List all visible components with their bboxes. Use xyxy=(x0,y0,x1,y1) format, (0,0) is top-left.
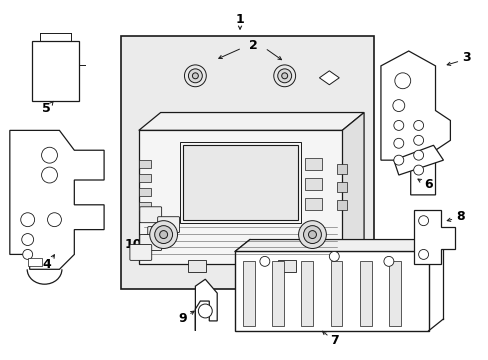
Bar xyxy=(304,158,322,170)
Circle shape xyxy=(259,256,269,266)
Polygon shape xyxy=(235,239,443,251)
Text: 6: 6 xyxy=(424,179,432,192)
FancyBboxPatch shape xyxy=(32,41,79,100)
Bar xyxy=(301,261,313,326)
Text: 4: 4 xyxy=(42,258,51,271)
Bar xyxy=(388,261,400,326)
Text: 9: 9 xyxy=(178,312,186,325)
Polygon shape xyxy=(319,71,339,85)
Circle shape xyxy=(413,150,423,160)
Circle shape xyxy=(413,165,423,175)
Bar xyxy=(304,198,322,210)
Text: 1: 1 xyxy=(235,13,244,26)
Polygon shape xyxy=(195,279,217,331)
Circle shape xyxy=(413,121,423,130)
Circle shape xyxy=(393,121,403,130)
FancyBboxPatch shape xyxy=(157,217,179,233)
Bar xyxy=(359,261,371,326)
Circle shape xyxy=(308,231,316,239)
Text: 10: 10 xyxy=(124,238,142,251)
Bar xyxy=(139,202,150,210)
Bar xyxy=(337,182,346,192)
FancyBboxPatch shape xyxy=(147,227,169,243)
Polygon shape xyxy=(10,130,104,269)
Circle shape xyxy=(198,304,212,318)
Circle shape xyxy=(192,73,198,79)
Circle shape xyxy=(273,65,295,87)
Bar xyxy=(183,145,297,220)
Bar xyxy=(139,174,150,182)
Circle shape xyxy=(392,100,404,112)
Circle shape xyxy=(281,73,287,79)
Polygon shape xyxy=(393,145,443,175)
Bar xyxy=(139,130,342,264)
Circle shape xyxy=(154,226,172,243)
Bar xyxy=(188,260,206,272)
FancyBboxPatch shape xyxy=(140,207,162,223)
Circle shape xyxy=(22,249,33,260)
Text: 3: 3 xyxy=(461,51,469,64)
Circle shape xyxy=(328,251,339,261)
Bar xyxy=(180,142,300,223)
Circle shape xyxy=(160,231,167,239)
Bar xyxy=(139,160,150,168)
Circle shape xyxy=(298,221,325,248)
FancyBboxPatch shape xyxy=(130,244,151,260)
FancyBboxPatch shape xyxy=(140,235,162,251)
Circle shape xyxy=(394,73,410,89)
Bar xyxy=(337,164,346,174)
Circle shape xyxy=(47,213,61,227)
Bar xyxy=(304,178,322,190)
Bar xyxy=(337,200,346,210)
Bar xyxy=(235,251,427,331)
Circle shape xyxy=(277,69,291,83)
Circle shape xyxy=(303,226,321,243)
Text: 5: 5 xyxy=(42,102,51,115)
Bar xyxy=(121,36,373,289)
Bar xyxy=(330,261,342,326)
Text: 8: 8 xyxy=(455,210,464,223)
Circle shape xyxy=(41,167,57,183)
Circle shape xyxy=(393,155,403,165)
Bar xyxy=(28,258,41,266)
Polygon shape xyxy=(342,113,364,264)
Circle shape xyxy=(188,69,202,83)
Polygon shape xyxy=(413,210,454,264)
Circle shape xyxy=(149,221,177,248)
Text: 7: 7 xyxy=(329,334,338,347)
Bar xyxy=(272,261,284,326)
Circle shape xyxy=(413,135,423,145)
Circle shape xyxy=(418,216,427,226)
Circle shape xyxy=(383,256,393,266)
Circle shape xyxy=(184,65,206,87)
Polygon shape xyxy=(380,51,449,195)
Circle shape xyxy=(393,138,403,148)
Bar xyxy=(243,261,254,326)
Circle shape xyxy=(418,249,427,260)
Bar xyxy=(277,260,295,272)
Text: 2: 2 xyxy=(248,39,257,51)
Polygon shape xyxy=(139,113,364,130)
Circle shape xyxy=(41,147,57,163)
Bar xyxy=(139,188,150,196)
Circle shape xyxy=(20,213,35,227)
Circle shape xyxy=(21,234,34,246)
